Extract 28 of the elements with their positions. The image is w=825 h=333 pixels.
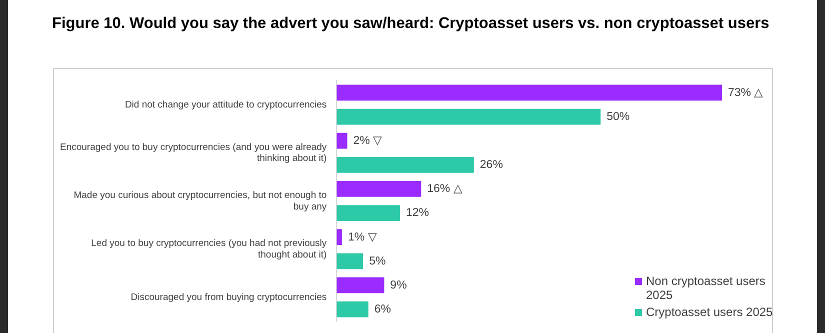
data-label: 16% △ xyxy=(427,183,464,196)
bar xyxy=(336,108,601,125)
bar xyxy=(336,132,348,149)
bar xyxy=(336,181,422,197)
bar xyxy=(336,277,384,294)
data-label: 12% xyxy=(406,207,430,220)
bar xyxy=(336,84,722,101)
data-label: 2% ▽ xyxy=(353,135,384,148)
legend-label: Cryptoasset users 2025 xyxy=(646,305,773,319)
data-label: 26% xyxy=(480,159,503,172)
data-label: 1% ▽ xyxy=(348,231,378,244)
bar xyxy=(336,156,474,173)
data-label: 9% xyxy=(390,279,407,292)
chart-title: Figure 10. Would you say the advert you saw/heard: Cryptoasset users vs. non cryptoasset users xyxy=(52,14,770,34)
y-tick-label: Encouraged you to buy cryptocurrencies (and you were already thinking about it) xyxy=(60,142,327,164)
data-label: 6% xyxy=(374,303,391,316)
bar xyxy=(336,205,400,221)
data-label: 73% △ xyxy=(728,86,764,99)
y-tick-label: Made you curious about cryptocurrencies, but not enough to buy any xyxy=(74,190,327,212)
legend-label: Non cryptoasset users 2025 xyxy=(646,274,766,302)
data-label: 5% xyxy=(369,255,386,268)
y-tick-label: Discouraged you from buying cryptocurrencies xyxy=(130,292,327,303)
bar xyxy=(336,301,368,318)
data-label: 50% xyxy=(606,110,630,123)
y-tick-label: Led you to buy cryptocurrencies (you had not previously thought about it) xyxy=(91,238,327,260)
bar xyxy=(336,229,342,246)
bar xyxy=(336,253,364,270)
y-tick-label: Did not change your attitude to cryptocurrencies xyxy=(124,99,327,110)
